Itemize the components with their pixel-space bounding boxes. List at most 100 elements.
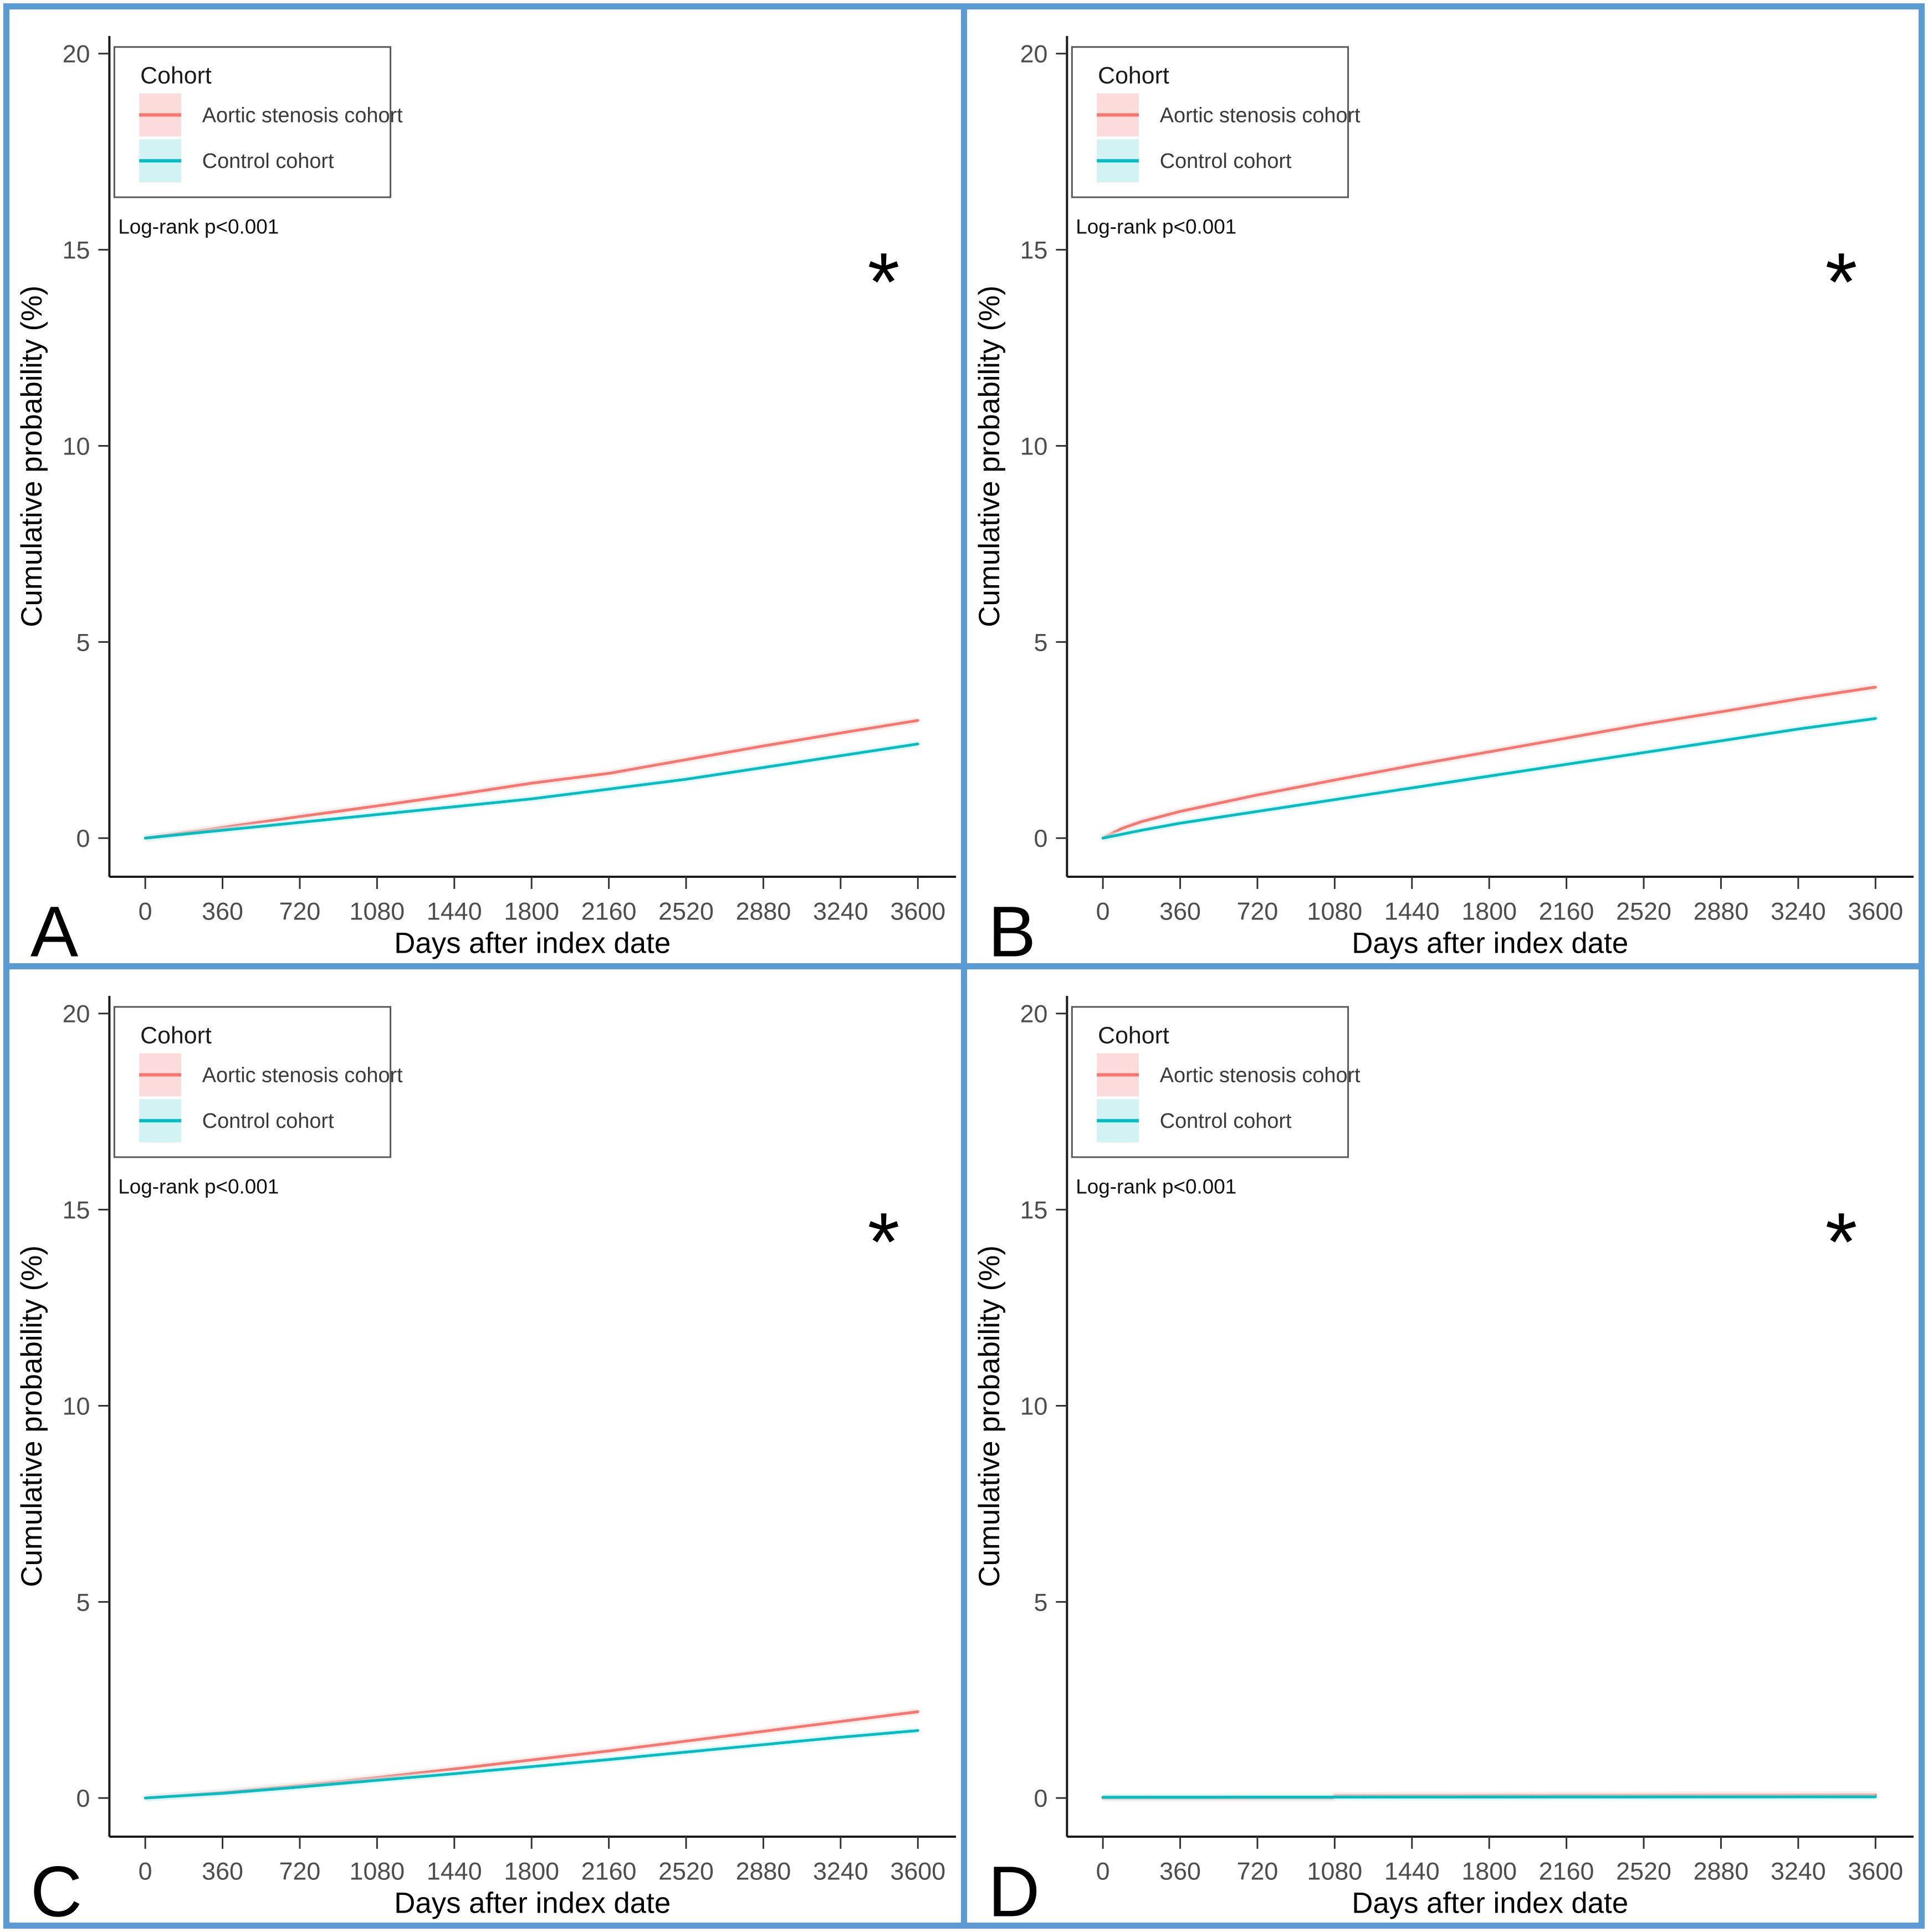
x-tick-label: 2520 [658,897,714,926]
km-chart-c: 0 5 10 15 20 0 360 720 1080 1440 1800 2160 2520 2880 3… [16,995,957,1923]
x-tick-label: 2880 [736,897,791,926]
y-tick-label: 20 [1020,40,1048,68]
x-tick-label: 720 [1237,897,1278,926]
x-tick-label: 0 [1096,1857,1110,1885]
legend-label-aortic: Aortic stenosis cohort [1160,104,1361,127]
legend-label-control: Control cohort [1160,150,1292,173]
logrank-annotation: Log-rank p<0.001 [1076,1175,1236,1198]
y-axis-title: Cumulative probability (%) [16,285,48,627]
panel-letter: D [988,1852,1040,1923]
x-tick-label: 2880 [1694,1857,1749,1885]
km-chart-d: 0 5 10 15 20 0 360 720 1080 1440 1800 2160 2520 2880 3… [973,995,1914,1923]
y-tick-label: 20 [63,999,90,1028]
x-tick-label: 360 [1159,897,1201,926]
km-chart-a: 0 5 10 15 20 0 360 720 1080 1440 1800 2160 2520 2880 3… [16,35,957,963]
x-tick-label: 1080 [1307,1857,1363,1885]
x-tick-label: 0 [139,1857,152,1885]
x-tick-label: 2880 [736,1857,791,1885]
legend-title: Cohort [140,63,212,89]
curve-control [144,742,919,840]
y-tick-label: 0 [1034,1784,1048,1812]
x-tick-label: 3240 [1771,1857,1826,1885]
legend-label-aortic: Aortic stenosis cohort [202,104,403,127]
x-tick-label: 1080 [350,1857,405,1885]
curve-control [1101,717,1877,840]
x-tick-label: 720 [279,1857,321,1885]
x-axis-title: Days after index date [1352,927,1628,960]
x-tick-label: 2520 [1616,1857,1671,1885]
x-tick-label: 360 [202,1857,243,1885]
legend-title: Cohort [1098,63,1169,89]
x-tick-label: 2520 [1616,897,1671,926]
curve-aortic [144,719,919,840]
four-panel-km-figure: 0 5 10 15 20 0 360 720 1080 1440 1800 2160 2520 2880 3… [3,3,1925,1929]
y-tick-label: 15 [1020,236,1048,264]
significance-asterisk: * [1825,1195,1857,1288]
x-tick-label: 2880 [1694,897,1749,926]
x-axis-title: Days after index date [394,927,671,960]
y-tick-label: 5 [76,628,90,656]
y-axis-title: Cumulative probability (%) [973,1245,1006,1587]
x-axis-title: Days after index date [1352,1887,1628,1919]
x-tick-label: 0 [1096,897,1110,926]
y-tick-label: 0 [76,824,90,852]
x-tick-label: 1800 [504,1857,559,1885]
x-tick-label: 3600 [890,1857,945,1885]
legend-title: Cohort [140,1022,212,1049]
x-tick-label: 720 [279,897,321,926]
x-tick-label: 2160 [1539,1857,1594,1885]
y-tick-label: 10 [1020,1392,1048,1420]
x-tick-label: 3240 [813,1857,868,1885]
legend-title: Cohort [1098,1022,1169,1049]
ci-band-control [145,740,919,842]
x-axis-title: Days after index date [394,1887,671,1919]
curve-aortic [1101,686,1877,840]
y-tick-label: 0 [1034,824,1048,852]
x-tick-label: 360 [1159,1857,1201,1885]
y-axis-title: Cumulative probability (%) [16,1245,48,1587]
x-tick-label: 3240 [813,897,868,926]
y-tick-label: 0 [76,1784,90,1812]
logrank-annotation: Log-rank p<0.001 [118,1175,279,1198]
significance-asterisk: * [1825,236,1857,328]
x-tick-label: 1800 [1461,1857,1517,1885]
legend-label-control: Control cohort [1160,1110,1292,1133]
y-tick-label: 10 [1020,432,1048,460]
panel-a: 0 5 10 15 20 0 360 720 1080 1440 1800 2160 2520 2880 3… [9,9,961,963]
legend-label-control: Control cohort [202,150,334,173]
y-tick-label: 5 [1034,628,1048,656]
y-tick-label: 20 [63,40,90,68]
logrank-annotation: Log-rank p<0.001 [118,216,279,238]
panel-b: 0 5 10 15 20 0 360 720 1080 1440 1800 2160 2520 2880 3… [967,9,1919,963]
y-tick-label: 5 [1034,1588,1048,1616]
y-tick-label: 15 [63,1195,90,1224]
y-tick-label: 10 [63,432,90,460]
ci-band-aortic [145,1708,919,1802]
x-tick-label: 1080 [1307,897,1363,926]
x-tick-label: 1800 [504,897,559,926]
y-axis-title: Cumulative probability (%) [973,285,1006,627]
x-tick-label: 2160 [581,897,637,926]
km-chart-b: 0 5 10 15 20 0 360 720 1080 1440 1800 2160 2520 2880 3… [973,35,1914,963]
y-tick-label: 15 [1020,1195,1048,1224]
y-tick-label: 10 [63,1392,90,1420]
x-tick-label: 3600 [890,897,945,926]
panel-letter: A [30,892,79,963]
y-tick-label: 15 [63,236,90,264]
y-tick-label: 5 [76,1588,90,1616]
x-tick-label: 2160 [1539,897,1594,926]
significance-asterisk: * [867,236,899,328]
ci-band-control [1102,714,1876,842]
legend-label-aortic: Aortic stenosis cohort [202,1064,403,1087]
x-tick-label: 3600 [1848,897,1903,926]
x-tick-label: 0 [139,897,152,926]
x-tick-label: 2160 [581,1857,637,1885]
x-tick-label: 3600 [1848,1857,1903,1885]
significance-asterisk: * [867,1195,899,1288]
logrank-annotation: Log-rank p<0.001 [1076,216,1236,238]
x-tick-label: 2520 [658,1857,714,1885]
x-tick-label: 1440 [1384,897,1440,926]
x-tick-label: 1800 [1461,897,1517,926]
y-tick-label: 20 [1020,999,1048,1028]
x-tick-label: 3240 [1771,897,1826,926]
